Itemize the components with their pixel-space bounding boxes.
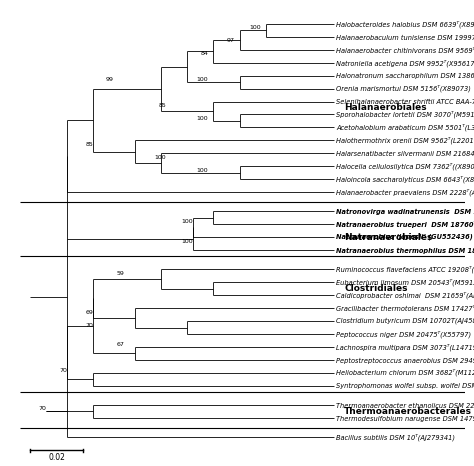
Text: Orenia marismortui DSM 5156ᵀ(X89073): Orenia marismortui DSM 5156ᵀ(X89073) (337, 85, 471, 92)
Text: 0.02: 0.02 (48, 453, 65, 462)
Text: Clostridiales: Clostridiales (344, 284, 408, 293)
Text: 70: 70 (59, 368, 67, 373)
Text: Gracilibacter thermotolerans DSM 17427ᵀ(DQ117465): Gracilibacter thermotolerans DSM 17427ᵀ(… (337, 304, 474, 312)
Text: Thermodesulfobium narugense DSM 14796ᵀ(AB077817): Thermodesulfobium narugense DSM 14796ᵀ(A… (337, 414, 474, 422)
Text: Selenihalanaerobacter shriftii ATCC BAA-73ᵀ(AF310247): Selenihalanaerobacter shriftii ATCC BAA-… (337, 98, 474, 105)
Text: 85: 85 (159, 103, 166, 108)
Text: Acetohalobium arabaticum DSM 5501ᵀ(L37422): Acetohalobium arabaticum DSM 5501ᵀ(L3742… (337, 123, 474, 131)
Text: Natroniella acetigena DSM 9952ᵀ(X95617): Natroniella acetigena DSM 9952ᵀ(X95617) (337, 59, 474, 67)
Text: Natranaerobius thermophilus DSM 18059ᵀ(DQ417202): Natranaerobius thermophilus DSM 18059ᵀ(D… (337, 247, 474, 254)
Text: Thermoanaerobacterales: Thermoanaerobacterales (344, 407, 472, 416)
Text: 100: 100 (249, 26, 261, 30)
Text: 100: 100 (181, 239, 192, 244)
Text: Thermoanaerobacter ethanolicus DSM 2246ᵀ(L09162): Thermoanaerobacter ethanolicus DSM 2246ᵀ… (337, 401, 474, 409)
Text: Natranaerobius trueperi  DSM 18760ᵀ(EU338490): Natranaerobius trueperi DSM 18760ᵀ(EU338… (337, 220, 474, 228)
Text: Peptostreptococcus anaerobius DSM 2949ᵀ(AY326462): Peptostreptococcus anaerobius DSM 2949ᵀ(… (337, 356, 474, 363)
Text: Halothermothrix orenii DSM 9562ᵀ(L22016): Halothermothrix orenii DSM 9562ᵀ(L22016) (337, 137, 474, 144)
Text: Caldicoprobacter oshimai  DSM 21659ᵀ(AB450762): Caldicoprobacter oshimai DSM 21659ᵀ(AB45… (337, 292, 474, 299)
Text: Natronovirga wadinatrunensis  DSM 18770ᵀ(EU338489): Natronovirga wadinatrunensis DSM 18770ᵀ(… (337, 207, 474, 215)
Text: Halarsenatibacter silvermanii DSM 21684ᵀ(AY965613): Halarsenatibacter silvermanii DSM 21684ᵀ… (337, 150, 474, 157)
Text: Halanaerobacter chitinivorans DSM 9569ᵀ(U32596): Halanaerobacter chitinivorans DSM 9569ᵀ(… (337, 46, 474, 54)
Text: Syntrophomonas wolfei subsp. wolfei DSM 2245Aᵀ(AF022248): Syntrophomonas wolfei subsp. wolfei DSM … (337, 382, 474, 390)
Text: 100: 100 (197, 116, 208, 121)
Text: Eubacterium limosum DSM 20543ᵀ(M59120): Eubacterium limosum DSM 20543ᵀ(M59120) (337, 279, 474, 286)
Text: 70: 70 (85, 322, 93, 328)
Text: 100: 100 (197, 77, 208, 82)
Text: 97: 97 (227, 38, 234, 43)
Text: 99: 99 (106, 77, 114, 82)
Text: Halonatronum saccharophilum DSM 13868ᵀ(AY014858): Halonatronum saccharophilum DSM 13868ᵀ(A… (337, 72, 474, 79)
Text: 100: 100 (155, 155, 166, 160)
Text: Natranaerobius ‘jonesii’ (GU552436): Natranaerobius ‘jonesii’ (GU552436) (337, 234, 473, 240)
Text: 59: 59 (117, 271, 125, 276)
Text: 85: 85 (85, 142, 93, 147)
Text: Ruminococcus flavefaciens ATCC 19208ᵀ(L76603): Ruminococcus flavefaciens ATCC 19208ᵀ(L7… (337, 266, 474, 273)
Text: 67: 67 (117, 342, 125, 347)
Text: 100: 100 (181, 219, 192, 224)
Text: 69: 69 (85, 309, 93, 315)
Text: Bacillus subtilis DSM 10ᵀ(AJ279341): Bacillus subtilis DSM 10ᵀ(AJ279341) (337, 433, 456, 441)
Text: Peptococcus niger DSM 20475ᵀ(X55797): Peptococcus niger DSM 20475ᵀ(X55797) (337, 330, 472, 338)
Text: Halanaerobacter praevalens DSM 2228ᵀ(AB022034): Halanaerobacter praevalens DSM 2228ᵀ(AB0… (337, 188, 474, 196)
Text: 84: 84 (201, 51, 208, 56)
Text: 100: 100 (197, 168, 208, 172)
Text: Heliobacterium chlorum DSM 3682ᵀ(M11212): Heliobacterium chlorum DSM 3682ᵀ(M11212) (337, 369, 474, 377)
Text: Lachnospira multipara DSM 3073ᵀ(L14719): Lachnospira multipara DSM 3073ᵀ(L14719) (337, 343, 474, 350)
Text: Clostridium butyricum DSM 10702T(AJ458420): Clostridium butyricum DSM 10702T(AJ45842… (337, 318, 474, 324)
Text: Halocella cellulosilytica DSM 7362ᵀ((X89072): Halocella cellulosilytica DSM 7362ᵀ((X89… (337, 162, 474, 170)
Text: Natranaerobiales: Natranaerobiales (344, 233, 433, 242)
Text: Halanaerobiales: Halanaerobiales (344, 103, 427, 112)
Text: Sporohalobacter lortetii DSM 3070ᵀ(M59122): Sporohalobacter lortetii DSM 3070ᵀ(M5912… (337, 111, 474, 118)
Text: 70: 70 (38, 406, 46, 411)
Text: Halobacteroides halobius DSM 6639ᵀ(X89074): Halobacteroides halobius DSM 6639ᵀ(X8907… (337, 21, 474, 28)
Text: Haloincola saccharolyticus DSM 6643ᵀ(X89069): Haloincola saccharolyticus DSM 6643ᵀ(X89… (337, 175, 474, 183)
Text: Halanaerobaculum tunisiense DSM 19997ᵀ(EU327343): Halanaerobaculum tunisiense DSM 19997ᵀ(E… (337, 33, 474, 41)
